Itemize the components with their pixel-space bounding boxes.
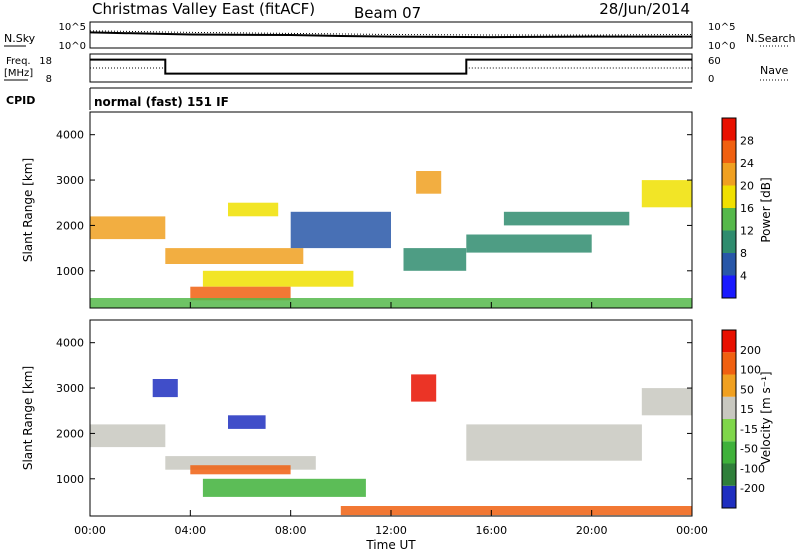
power-ylabel: Slant Range [km] [21, 158, 35, 262]
power-ytick-label: 3000 [56, 174, 84, 187]
freq-left-label-1: Freq. [6, 56, 31, 67]
series-line-freq- [90, 58, 692, 75]
echo-band-7 [466, 234, 592, 253]
xtick-label: 16:00 [475, 524, 507, 537]
echo-band-5 [411, 374, 437, 402]
noise-left-tick-top: 10^5 [59, 22, 86, 33]
xtick-label: 00:00 [676, 524, 708, 537]
velocity-colorbar-segment [722, 330, 736, 353]
freq-left-tick-bottom: 8 [46, 74, 52, 85]
power-colorbar-segment [722, 275, 736, 298]
echo-band-0 [90, 216, 166, 240]
noise-left-label: N.Sky [4, 32, 36, 45]
date-label: 28/Jun/2014 [599, 0, 690, 18]
freq-left-tick-top: 18 [39, 56, 52, 67]
power-colorbar-tick: 24 [740, 157, 754, 170]
velocity-colorbar-tick: -50 [740, 443, 758, 456]
echo-band-6 [403, 248, 467, 271]
power-ytick-label: 2000 [56, 219, 84, 232]
power-colorbar-segment [722, 140, 736, 163]
velocity-colorbar-tick: 100 [740, 364, 761, 377]
velocity-ytick-label: 4000 [56, 337, 84, 350]
power-colorbar-segment [722, 253, 736, 276]
xtick-label: 04:00 [174, 524, 206, 537]
noise-right-tick-bottom: 10^0 [708, 41, 735, 52]
noise-right-tick-top: 10^5 [708, 22, 735, 33]
cpid-text: normal (fast) 151 IF [94, 95, 229, 109]
velocity-colorbar-tick: -100 [740, 462, 765, 475]
xtick-label: 20:00 [576, 524, 608, 537]
freq-left-label-2: [MHz] [4, 68, 33, 79]
power-ytick-label: 4000 [56, 129, 84, 142]
velocity-ylabel: Slant Range [km] [21, 366, 35, 470]
power-colorbar-tick: 12 [740, 225, 754, 238]
velocity-colorbar-tick: 200 [740, 344, 761, 357]
echo-band-6 [190, 465, 291, 475]
power-colorbar-segment [722, 118, 736, 141]
echo-band-2 [202, 270, 354, 287]
power-colorbar-segment [722, 208, 736, 231]
power-colorbar-segment [722, 185, 736, 208]
velocity-colorbar-segment [722, 352, 736, 375]
power-panel-frame [89, 111, 693, 309]
power-colorbar-segment [722, 163, 736, 186]
echo-band-8 [503, 211, 630, 226]
power-colorbar-tick: 28 [740, 135, 754, 148]
echo-band-7 [340, 506, 692, 516]
xtick-label: 00:00 [74, 524, 106, 537]
freq-right-tick-bottom: 0 [708, 74, 714, 85]
power-colorbar-tick: 8 [740, 247, 747, 260]
series-line-n-sky [89, 31, 692, 39]
power-colorbar-tick: 20 [740, 180, 754, 193]
velocity-colorbar-segment [722, 485, 736, 508]
echo-band-4 [152, 379, 178, 398]
xtick-label: 12:00 [375, 524, 407, 537]
nave-label: Nave [760, 64, 788, 77]
velocity-colorbar-segment [722, 396, 736, 419]
echo-band-3 [190, 286, 291, 301]
xtick-label: 08:00 [275, 524, 307, 537]
power-colorbar-tick: 4 [740, 270, 747, 283]
velocity-ytick-label: 2000 [56, 427, 84, 440]
echo-band-9 [641, 388, 692, 416]
velocity-panel-frame [89, 319, 693, 517]
echo-band-5 [290, 211, 391, 249]
velocity-colorbar-tick: -15 [740, 423, 758, 436]
echo-band-1 [165, 248, 304, 264]
velocity-colorbar-segment [722, 374, 736, 397]
power-ytick-label: 1000 [56, 265, 84, 278]
power-colorbar-tick: 16 [740, 202, 754, 215]
xaxis-label: Time UT [365, 538, 416, 552]
echo-band-10 [416, 171, 442, 194]
echo-band-3 [228, 415, 266, 429]
velocity-colorbar-segment [722, 441, 736, 464]
freq-right-tick-top: 60 [708, 56, 721, 67]
station-title: Christmas Valley East (fitACF) [92, 0, 315, 18]
power-colorbar-frame [721, 117, 737, 299]
velocity-colorbar-segment [722, 419, 736, 442]
velocity-colorbar-segment [722, 463, 736, 486]
power-colorbar-segment [722, 230, 736, 253]
velocity-colorbar-frame [721, 329, 737, 509]
echo-band-8 [466, 424, 642, 461]
echo-band-9 [641, 180, 692, 208]
echo-band-2 [202, 478, 366, 497]
noise-right-label: N.Search [746, 32, 796, 45]
velocity-ytick-label: 1000 [56, 473, 84, 486]
series-line-n-search [89, 30, 693, 36]
velocity-colorbar-label: Velocity [m s⁻¹] [759, 371, 773, 464]
noise-left-tick-bottom: 10^0 [59, 41, 86, 52]
noise-panel-frame [89, 21, 693, 49]
velocity-colorbar-tick: -200 [740, 482, 765, 495]
cpid-label: CPID [6, 94, 35, 107]
series-line-nave [90, 67, 692, 75]
echo-band-0 [90, 424, 166, 448]
power-colorbar-label: Power [dB] [759, 177, 773, 242]
velocity-ytick-label: 3000 [56, 382, 84, 395]
echo-band-4 [228, 202, 279, 217]
velocity-colorbar-tick: 50 [740, 383, 754, 396]
velocity-colorbar-tick: 15 [740, 403, 754, 416]
beam-label: Beam 07 [354, 4, 421, 22]
